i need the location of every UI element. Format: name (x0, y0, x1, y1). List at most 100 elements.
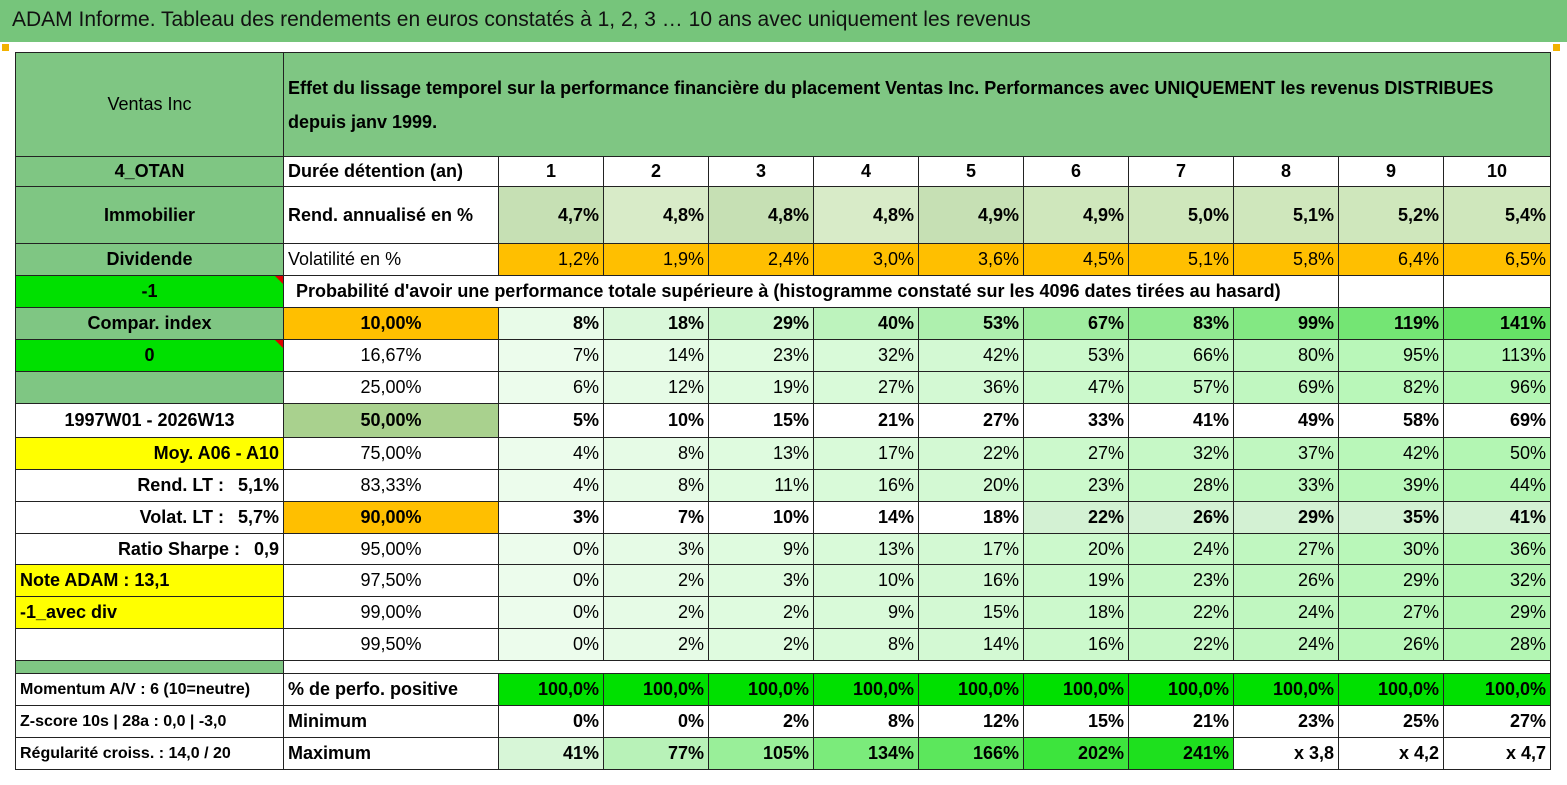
vol-value: 6,5% (1443, 243, 1551, 276)
quantile-value: 6% (498, 371, 604, 404)
volat-lt: Volat. LT : 5,7% (15, 501, 284, 534)
quantile-row: 0 16,67% 7% 14% 23% 32% 42% 53% 66% 80% 95% 113% (15, 339, 1551, 372)
sharpe-text: Ratio Sharpe : (117, 538, 240, 559)
quantile-value: 16% (918, 564, 1024, 597)
quantile-percent: 99,50% (283, 628, 499, 661)
quantile-value: 32% (1443, 564, 1551, 597)
summary-value: 202% (1023, 737, 1129, 770)
quantile-value: 7% (603, 501, 709, 534)
quantile-row: Volat. LT : 5,7% 90,00% 3% 7% 10% 14% 18% 22% 26%… (15, 501, 1551, 534)
quantile-value: 15% (918, 596, 1024, 629)
year-header: 7 (1128, 156, 1234, 187)
rend-lt-value: 5,1% (237, 475, 279, 495)
quantile-value: 16% (813, 469, 919, 502)
year-header: 10 (1443, 156, 1551, 187)
summary-value: 100,0% (603, 673, 709, 706)
sharpe: Ratio Sharpe : 0,9 (15, 533, 284, 565)
quantile-value: 0% (498, 596, 604, 629)
stock-name: Ventas Inc (15, 52, 284, 157)
volat-lt-value: 5,7% (237, 507, 279, 527)
quantile-value: 22% (1128, 596, 1234, 629)
quantile-value: 2% (708, 628, 814, 661)
summary-side-label: Régularité croiss. : 14,0 / 20 (15, 737, 284, 770)
quantile-value: 22% (1128, 628, 1234, 661)
quantile-value: 83% (1128, 307, 1234, 340)
quantile-value: 14% (603, 339, 709, 372)
returns-table: Ventas Inc Effet du lissage temporel sur… (15, 52, 1551, 770)
zero-cell: 0 (15, 339, 284, 372)
quantile-value: 30% (1338, 533, 1444, 565)
quantile-row: Compar. index 10,00% 8% 18% 29% 40% 53% 67% 83% 9… (15, 307, 1551, 340)
blank-cell (1443, 275, 1551, 308)
quantile-value: 50% (1443, 437, 1551, 470)
quantile-value: 2% (603, 564, 709, 597)
quantile-value: 27% (918, 403, 1024, 438)
summary-value: 100,0% (1128, 673, 1234, 706)
minus-one-cell: -1 (15, 275, 284, 308)
summary-value: 241% (1128, 737, 1234, 770)
quantile-value: 82% (1338, 371, 1444, 404)
quantile-value: 18% (1023, 596, 1129, 629)
rend-value: 4,7% (498, 186, 604, 244)
quantile-value: 27% (1023, 437, 1129, 470)
rend-value: 5,2% (1338, 186, 1444, 244)
quantile-percent: 25,00% (283, 371, 499, 404)
quantile-value: 53% (918, 307, 1024, 340)
quantile-value: 15% (708, 403, 814, 438)
quantile-value: 3% (708, 564, 814, 597)
page-title: ADAM Informe. Tableau des rendements en … (12, 8, 1031, 31)
quantile-value: 24% (1128, 533, 1234, 565)
summary-row: Z-score 10s | 28a : 0,0 | -3,0 Minimum 0% 0… (15, 705, 1551, 738)
summary-value: 12% (918, 705, 1024, 738)
summary-value: 77% (603, 737, 709, 770)
quantile-value: 80% (1233, 339, 1339, 372)
vol-value: 1,9% (603, 243, 709, 276)
vol-value: 5,1% (1128, 243, 1234, 276)
quantile-value: 69% (1443, 403, 1551, 438)
quantile-value: 16% (1023, 628, 1129, 661)
quantile-value: 37% (1233, 437, 1339, 470)
quantile-value: 12% (603, 371, 709, 404)
summary-value: 15% (1023, 705, 1129, 738)
quantile-value: 21% (813, 403, 919, 438)
quantile-value: 23% (708, 339, 814, 372)
summary-value: x 4,7 (1443, 737, 1551, 770)
quantile-value: 9% (708, 533, 814, 565)
rend-value: 4,8% (708, 186, 814, 244)
blank-label (15, 371, 284, 404)
summary-value: 100,0% (1233, 673, 1339, 706)
quantile-value: 10% (708, 501, 814, 534)
summary-value: 100,0% (708, 673, 814, 706)
rend-value: 5,1% (1233, 186, 1339, 244)
blank-cell (1338, 275, 1444, 308)
quantile-value: 27% (1338, 596, 1444, 629)
corner-mark-right (1553, 44, 1560, 51)
avec-div-label: -1_avec div (15, 596, 284, 629)
summary-value: 100,0% (498, 673, 604, 706)
rend-value: 4,9% (918, 186, 1024, 244)
quantile-value: 24% (1233, 628, 1339, 661)
rend-value: 5,0% (1128, 186, 1234, 244)
quantile-value: 49% (1233, 403, 1339, 438)
vol-value: 2,4% (708, 243, 814, 276)
quantile-value: 96% (1443, 371, 1551, 404)
duration-label: Durée détention (an) (283, 156, 499, 187)
summary-label: Minimum (283, 705, 499, 738)
title-bar: ADAM Informe. Tableau des rendements en … (0, 0, 1567, 42)
sector-label: Immobilier (15, 186, 284, 244)
quantile-value: 53% (1023, 339, 1129, 372)
quantile-value: 17% (918, 533, 1024, 565)
year-header: 9 (1338, 156, 1444, 187)
quantile-value: 141% (1443, 307, 1551, 340)
quantile-value: 42% (1338, 437, 1444, 470)
rend-value: 4,8% (813, 186, 919, 244)
corner-mark-left (2, 44, 9, 51)
quantile-value: 32% (1128, 437, 1234, 470)
quantile-value: 32% (813, 339, 919, 372)
quantile-value: 3% (603, 533, 709, 565)
quantile-value: 0% (498, 564, 604, 597)
year-header: 5 (918, 156, 1024, 187)
type-label: Dividende (15, 243, 284, 276)
quantile-row: -1_avec div 99,00% 0% 2% 2% 9% 15% 18% 22% 24% 27%… (15, 596, 1551, 629)
quantile-value: 27% (813, 371, 919, 404)
